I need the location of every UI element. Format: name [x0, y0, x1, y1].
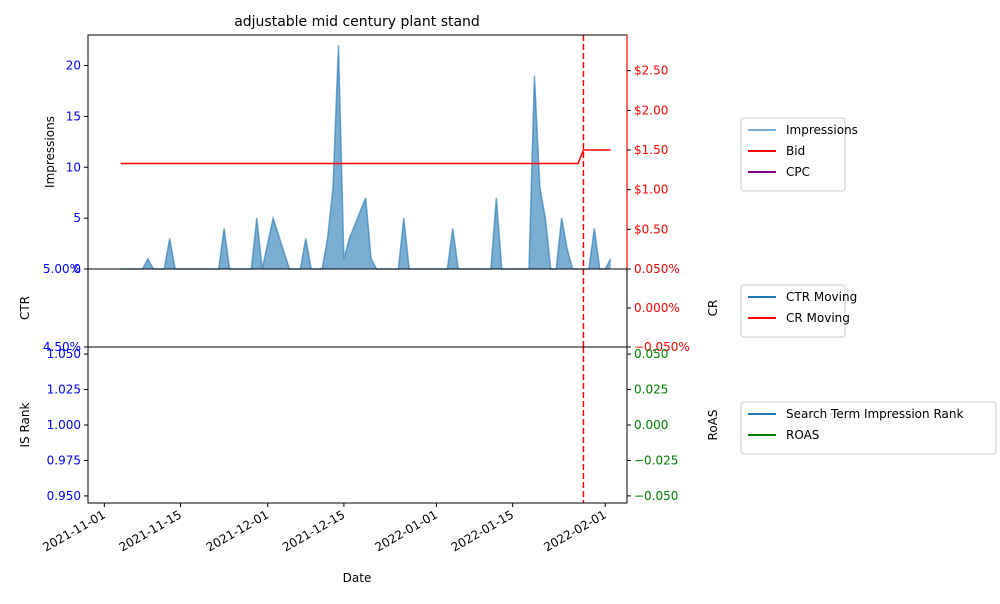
legend-middle: CTR Moving CR Moving [740, 284, 857, 338]
right-tick-label: $1.00 [634, 183, 668, 197]
left-axis-label: IS Rank [18, 402, 32, 447]
right-axis-label: RoAS [706, 410, 720, 441]
bid-line [120, 149, 611, 165]
x-axis-label: Date [343, 571, 372, 585]
legend-label: CR Moving [786, 311, 850, 325]
left-tick-label: 1.050 [47, 347, 81, 361]
left-tick-label: 0.950 [47, 489, 81, 503]
right-tick-label: −0.050 [634, 489, 678, 503]
left-tick-label: 5.00% [43, 262, 81, 276]
right-tick-label: 0.000 [634, 418, 668, 432]
right-tick-label: $2.00 [634, 103, 668, 117]
right-tick-label: −0.050% [634, 340, 690, 354]
right-tick-label: 0.050 [634, 347, 668, 361]
right-tick-label: 0.000% [634, 301, 680, 315]
left-tick-label: 0 [73, 262, 81, 276]
left-tick-label: 15 [66, 109, 81, 123]
right-tick-label: −0.025 [634, 453, 678, 467]
legend-label: Bid [786, 144, 805, 158]
right-tick-label: $0.50 [634, 222, 668, 236]
legend-label: Search Term Impression Rank [786, 407, 963, 421]
left-axis-label: Impressions [43, 116, 57, 188]
legend-label: CTR Moving [786, 290, 857, 304]
right-tick-label: 0.050% [634, 262, 680, 276]
left-axis-label: CTR [18, 296, 32, 320]
legend-bottom: Search Term Impression Rank ROAS [740, 401, 997, 455]
left-tick-label: 1.000 [47, 418, 81, 432]
panel-middle: 5.00% 4.50% 0.050% 0.000% −0.050% CTR CR CTR Mo… [18, 262, 857, 354]
right-tick-label: $2.50 [634, 64, 668, 78]
legend-label: CPC [786, 165, 810, 179]
left-tick-label: 1.025 [47, 383, 81, 397]
legend-label: ROAS [786, 428, 819, 442]
impressions-area [120, 45, 611, 269]
legend-top: Impressions Bid CPC [740, 117, 858, 192]
legend-box [740, 401, 997, 455]
right-axis-label: CR [706, 300, 720, 317]
left-tick-label: 20 [66, 59, 81, 73]
left-tick-label: 4.50% [43, 340, 81, 354]
left-tick-label: 0.975 [47, 453, 81, 467]
legend-label: Impressions [786, 123, 858, 137]
left-tick-label: 5 [73, 211, 81, 225]
panel-bottom: 1.050 1.025 1.000 0.975 0.950 0.050 0.025 0.000… [18, 346, 997, 504]
right-tick-label: $1.50 [634, 143, 668, 157]
panel-top: 0 5 10 15 20 $0.50 $1.00 $1.50 $2.00 $2.50 Impress… [43, 34, 858, 276]
left-tick-label: 10 [66, 160, 81, 174]
chart-title: adjustable mid century plant stand [234, 14, 480, 30]
right-tick-label: 0.025 [634, 383, 668, 397]
